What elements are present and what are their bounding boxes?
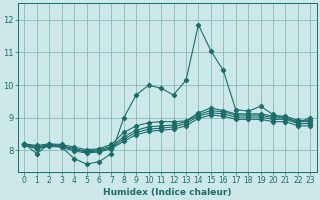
X-axis label: Humidex (Indice chaleur): Humidex (Indice chaleur) [103, 188, 232, 197]
